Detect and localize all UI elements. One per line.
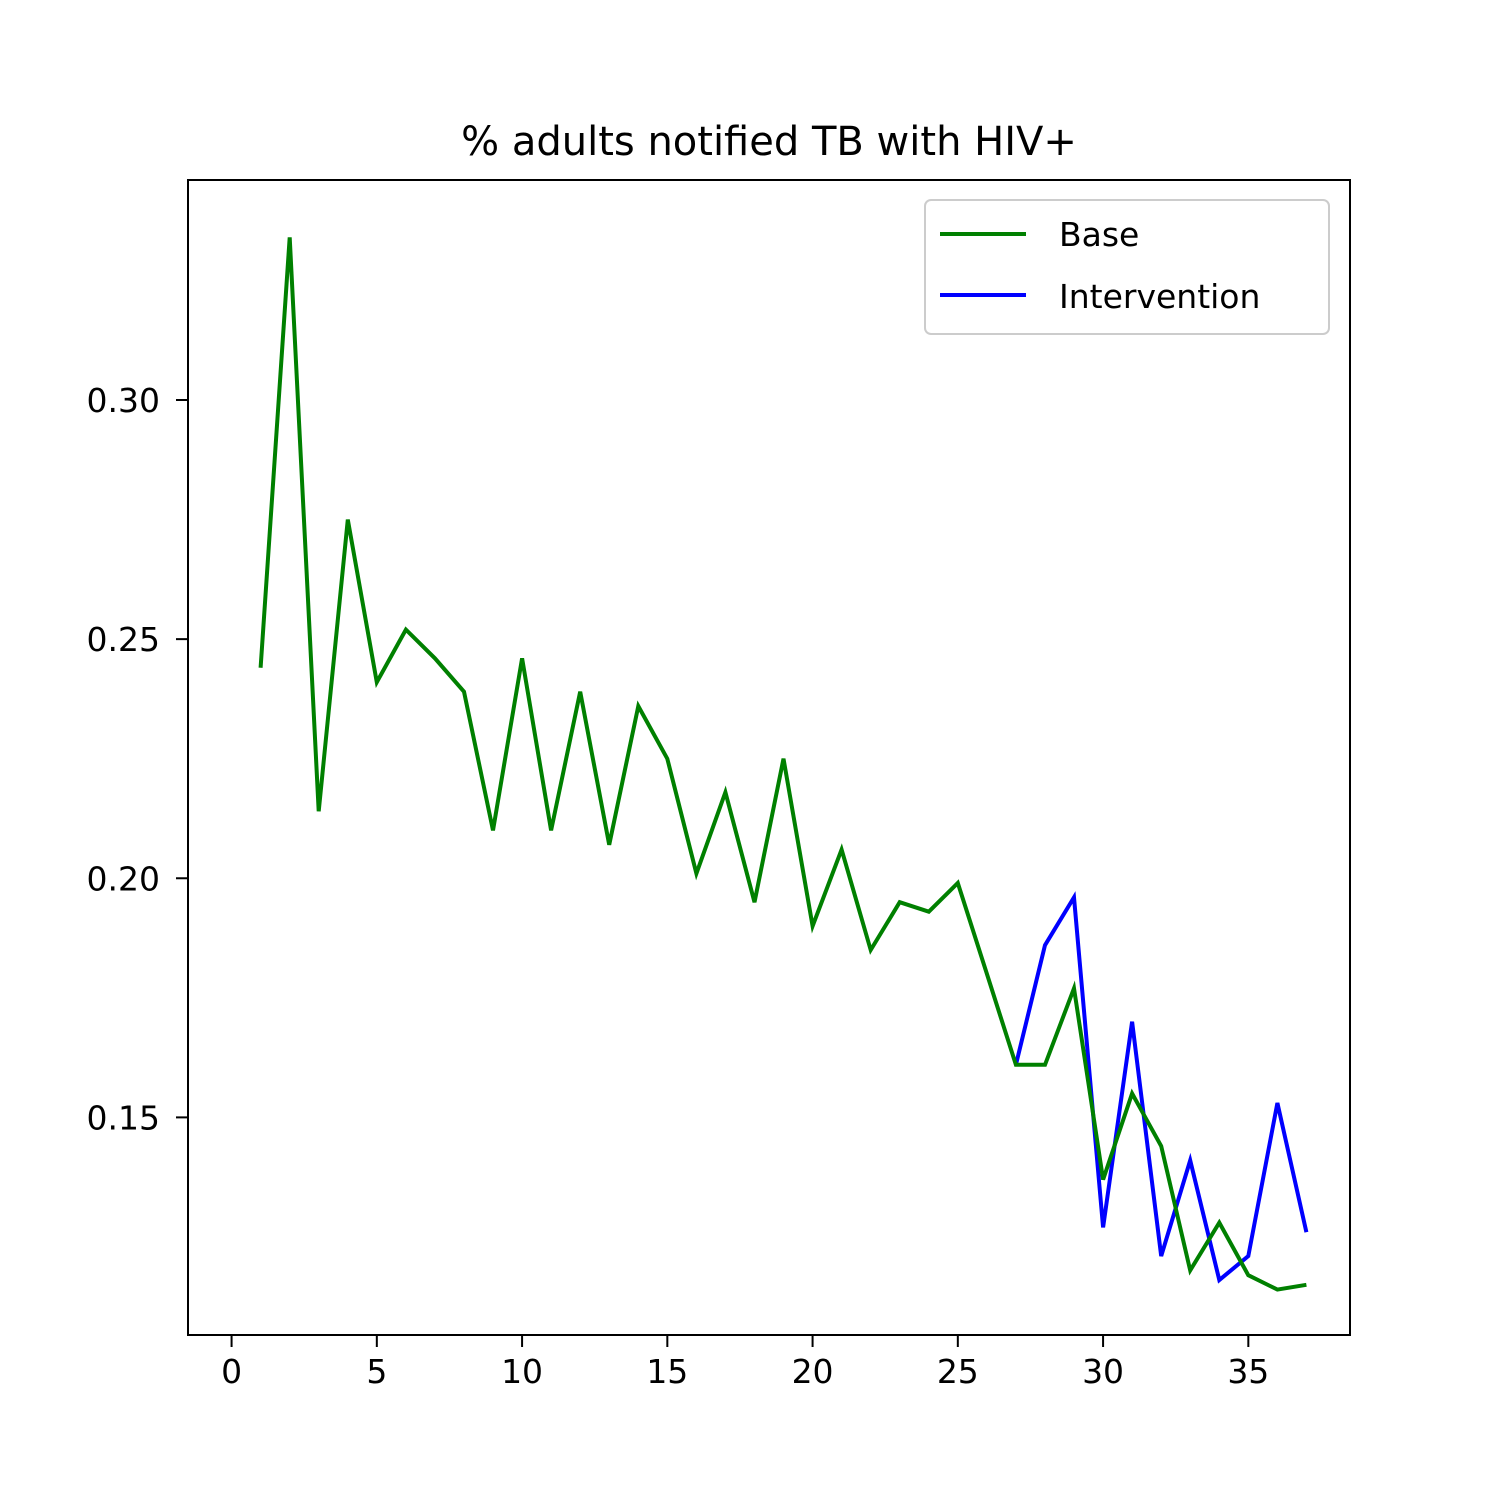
y-tick-label: 0.25 (87, 620, 160, 659)
y-axis: 0.15 0.20 0.25 0.30 (87, 381, 188, 1137)
series-line-base (258, 237, 1307, 1292)
x-axis: 0 5 10 15 20 25 30 35 (221, 1335, 1269, 1391)
plot-area (258, 237, 1309, 1292)
x-tick-label: 5 (366, 1352, 387, 1391)
x-tick-label: 35 (1227, 1352, 1269, 1391)
x-tick-label: 20 (792, 1352, 834, 1391)
series-line-intervention (1013, 891, 1309, 1284)
legend-label-intervention: Intervention (1059, 277, 1260, 316)
x-tick-label: 15 (646, 1352, 688, 1391)
x-tick-label: 0 (221, 1352, 242, 1391)
y-tick-label: 0.15 (87, 1098, 160, 1137)
y-tick-label: 0.20 (87, 859, 160, 898)
legend-label-base: Base (1059, 215, 1139, 254)
x-tick-label: 30 (1082, 1352, 1124, 1391)
y-tick-label: 0.30 (87, 381, 160, 420)
chart-title: % adults notified TB with HIV+ (461, 119, 1077, 165)
axes-frame (187, 179, 1351, 1336)
legend: Base Intervention (924, 199, 1330, 335)
x-tick-label: 25 (937, 1352, 979, 1391)
x-tick-label: 10 (501, 1352, 543, 1391)
